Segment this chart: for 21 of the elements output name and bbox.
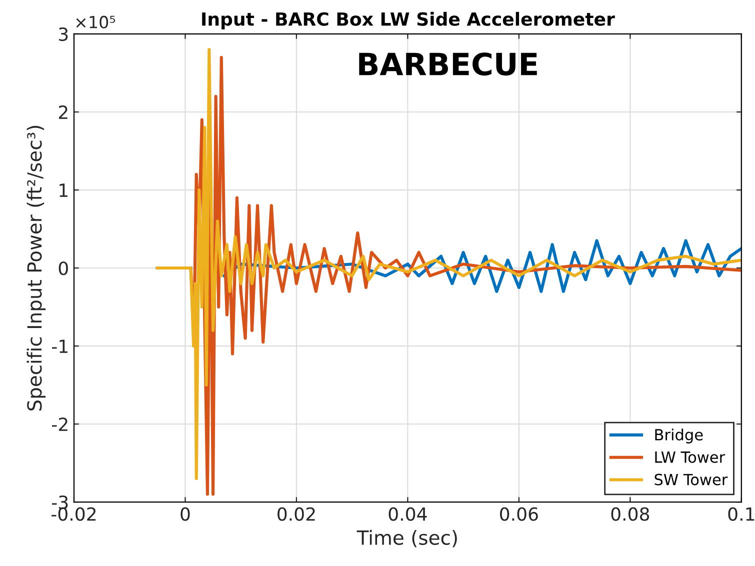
- legend-label: SW Tower: [654, 474, 728, 486]
- x-tick-label: 0.06: [500, 507, 538, 521]
- y-tick-label: 1: [60, 184, 68, 197]
- annotation: BARBECUE: [359, 52, 537, 76]
- y-tick-label: -2: [52, 417, 68, 431]
- x-tick-label: 0: [180, 507, 190, 521]
- y-tick-label: 0: [58, 261, 68, 276]
- legend-label: Bridge: [655, 428, 703, 444]
- x-axis-title: Time (sec): [356, 530, 457, 548]
- y-tick-label: 2: [58, 105, 68, 119]
- y-tick-label: -1: [52, 340, 68, 353]
- x-tick-label: 0.1: [728, 507, 754, 521]
- x-tick-label: -0.02: [52, 507, 96, 521]
- x-tick-label: 0.02: [278, 507, 315, 521]
- chart-title: Input - BARC Box LW Side Accelerometer: [202, 12, 615, 30]
- y-axis-title: Specific Input Power (ft²/sec³): [26, 126, 46, 411]
- x-tick-label: 0.08: [611, 507, 650, 521]
- y-tick-label: 3: [59, 27, 68, 42]
- text: ×10⁵: [76, 16, 116, 28]
- legend-label: LW Tower: [655, 452, 726, 463]
- x-tick-label: 0.04: [388, 507, 427, 521]
